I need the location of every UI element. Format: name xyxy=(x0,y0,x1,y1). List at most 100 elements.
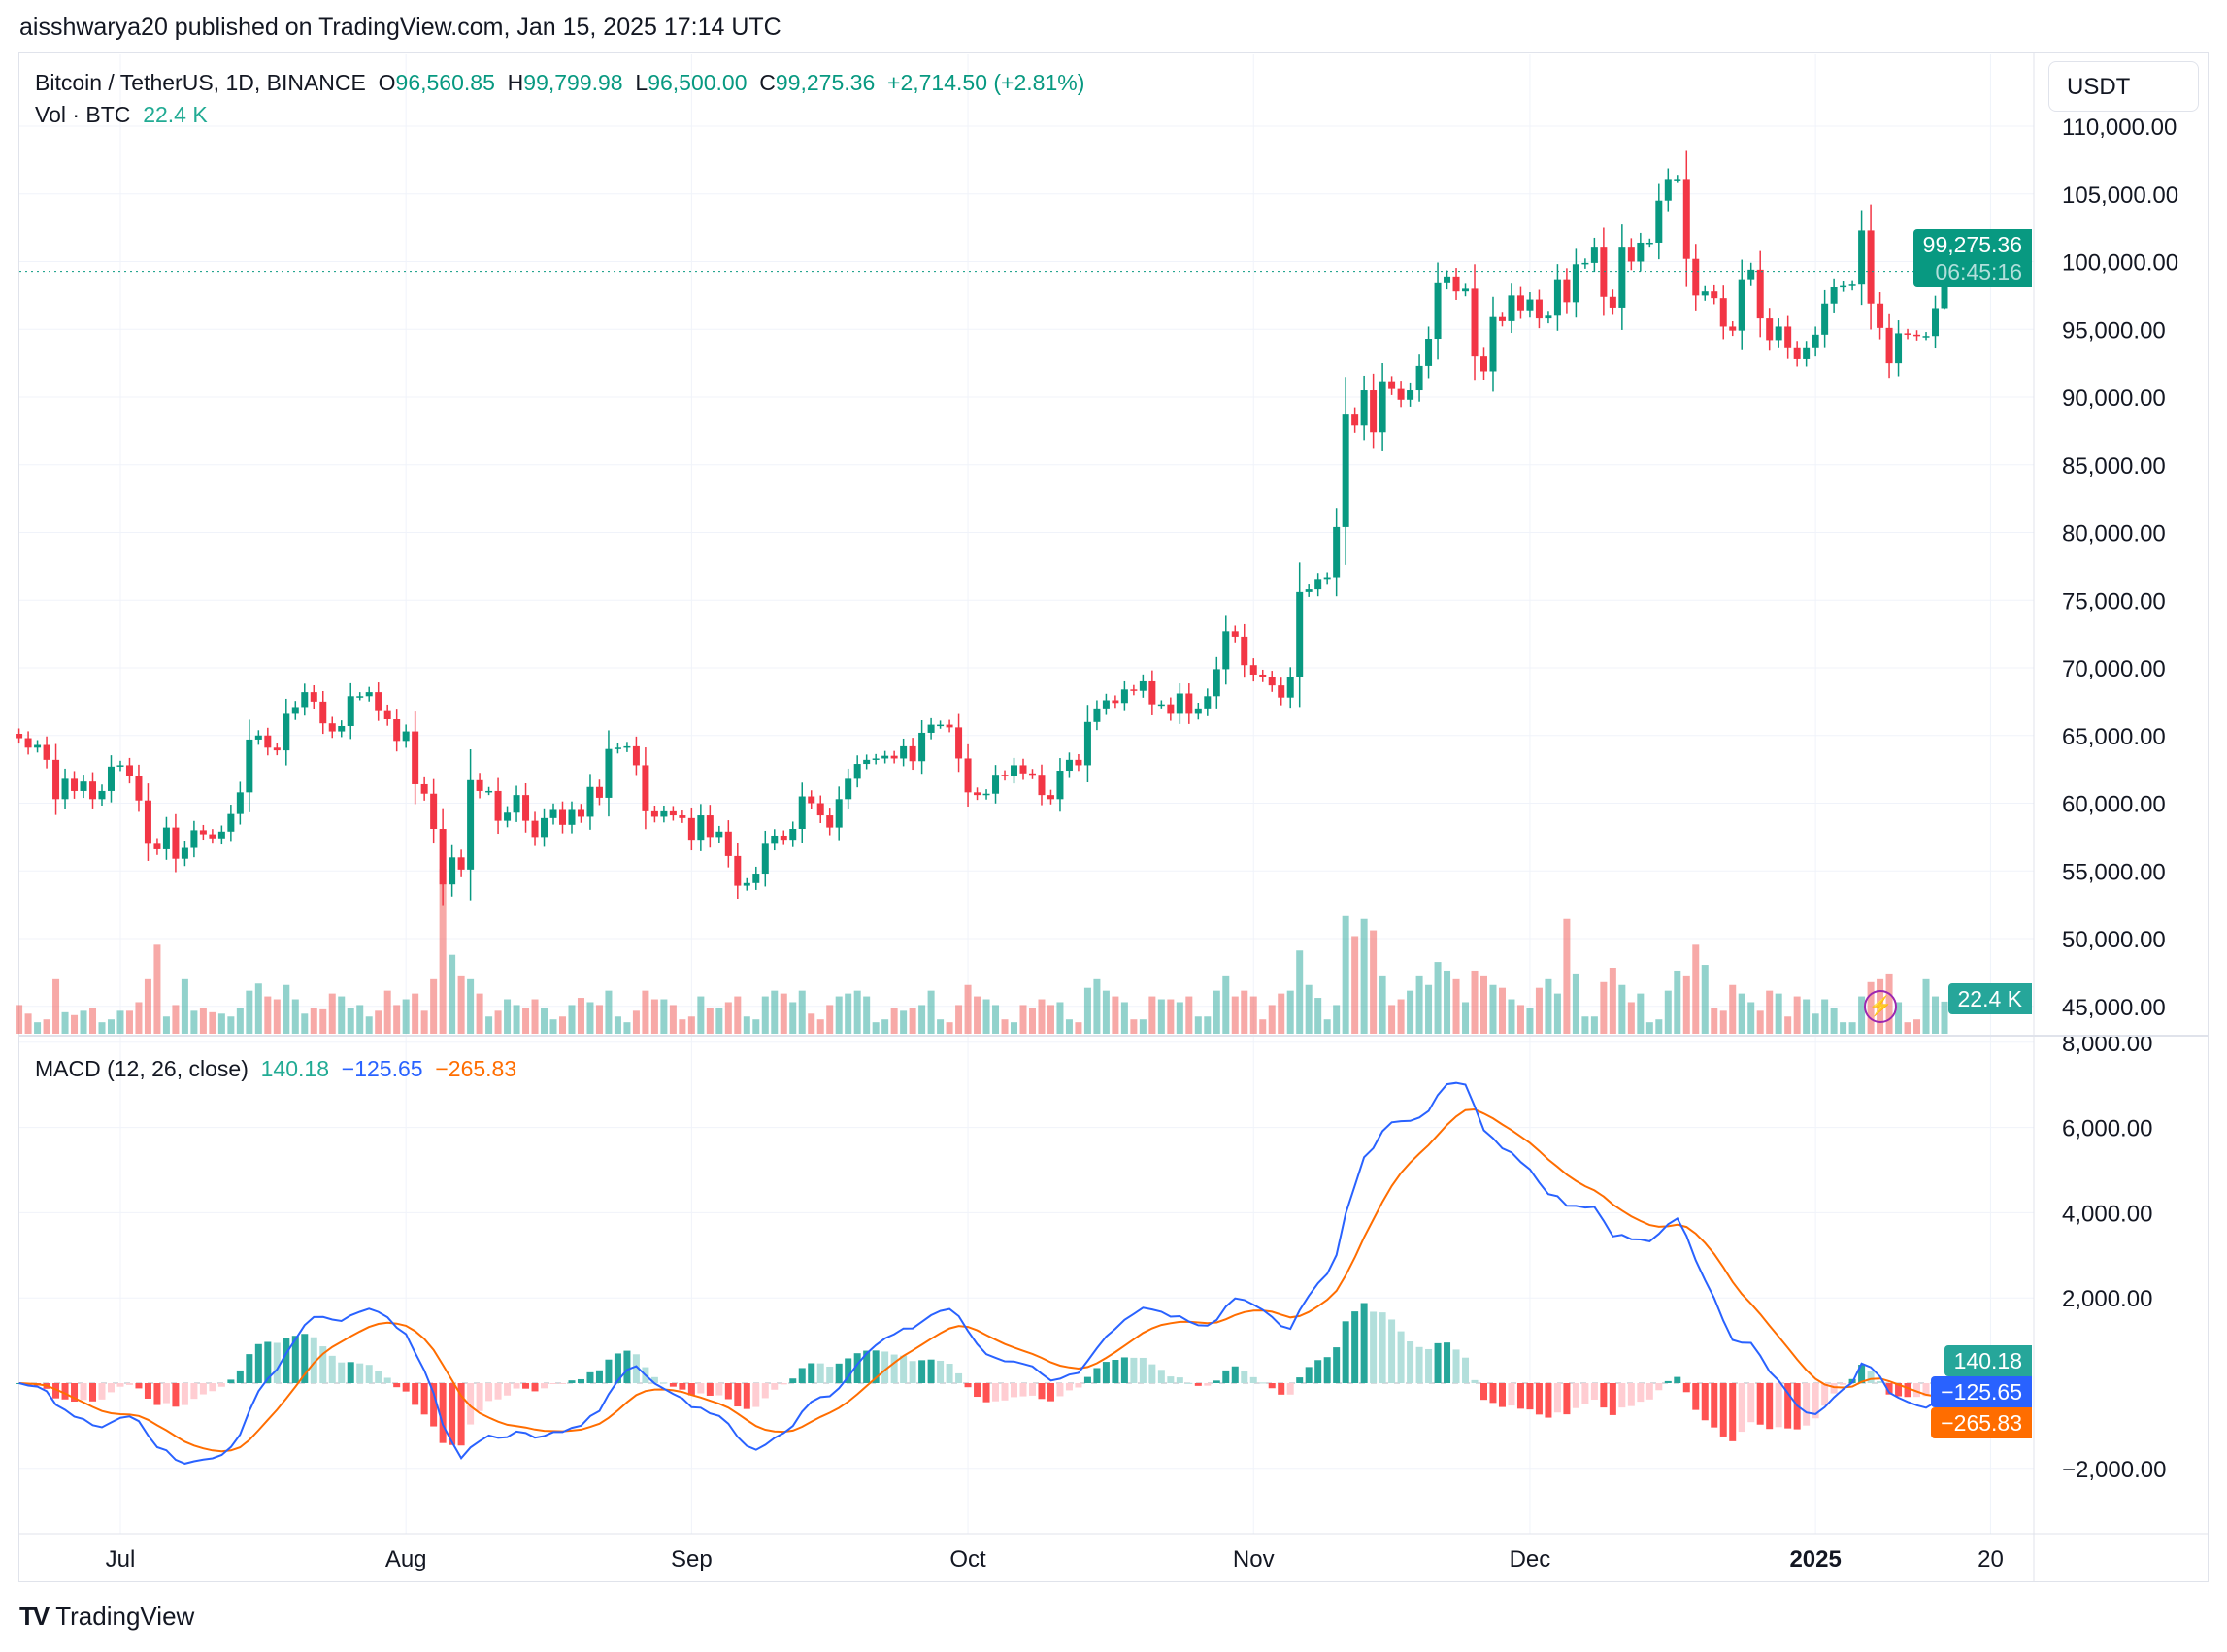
volume-bar xyxy=(752,1019,760,1034)
candle-body xyxy=(513,795,520,813)
candle-body xyxy=(1609,296,1616,308)
volume-bar xyxy=(761,996,769,1034)
candle-body xyxy=(402,731,410,742)
volume-bar xyxy=(467,978,475,1034)
volume-bar xyxy=(890,1008,898,1034)
volume-bar xyxy=(1093,978,1101,1034)
time-tick-label: Jul xyxy=(106,1546,136,1572)
macd-histogram-bar xyxy=(1314,1360,1322,1383)
volume-bar xyxy=(328,993,336,1034)
macd-histogram-bar xyxy=(153,1383,161,1405)
volume-bar xyxy=(1609,968,1616,1034)
volume-bar xyxy=(1011,1022,1018,1034)
candle-body xyxy=(1803,347,1811,359)
volume-bar xyxy=(1913,1019,1921,1034)
currency-unit-button[interactable]: USDT xyxy=(2048,61,2199,112)
open-label: O xyxy=(378,70,396,95)
candle-body xyxy=(734,855,742,886)
volume-bar xyxy=(24,1013,32,1034)
macd-histogram-bar xyxy=(605,1359,613,1383)
macd-tick-label: −2,000.00 xyxy=(2062,1457,2166,1483)
candle-body xyxy=(1323,577,1331,580)
candle-body xyxy=(1130,689,1138,691)
candle-body xyxy=(650,810,658,817)
candle-body xyxy=(319,701,327,724)
macd-histogram-bar xyxy=(61,1383,69,1400)
time-tick-label: Aug xyxy=(385,1546,427,1572)
macd-histogram-bar xyxy=(254,1343,262,1383)
price-tick-label: 75,000.00 xyxy=(2062,588,2166,614)
volume-bar xyxy=(660,999,668,1034)
lightning-icon[interactable]: ⚡ xyxy=(1864,990,1897,1023)
volume-bar xyxy=(1664,990,1672,1034)
price-tick-label: 80,000.00 xyxy=(2062,521,2166,547)
price-tick-label: 65,000.00 xyxy=(2062,724,2166,750)
footer-logo[interactable]: TV TradingView xyxy=(19,1602,194,1632)
candle-body xyxy=(743,882,750,886)
volume-bar xyxy=(246,990,253,1034)
volume-bar xyxy=(1176,1002,1183,1034)
candle-body xyxy=(1249,665,1257,675)
macd-histogram-bar xyxy=(52,1383,60,1399)
candle-body xyxy=(1028,773,1036,776)
close-value: 99,275.36 xyxy=(775,70,876,95)
macd-histogram-bar xyxy=(1590,1383,1598,1400)
time-tick-label: 2025 xyxy=(1789,1546,1841,1572)
candle-body xyxy=(217,831,225,839)
macd-histogram-bar xyxy=(1812,1383,1819,1419)
volume-bar xyxy=(595,1005,603,1034)
volume-bar xyxy=(642,990,649,1034)
macd-histogram-bar xyxy=(577,1378,584,1383)
candle-body xyxy=(34,744,42,748)
macd-histogram-bar xyxy=(1840,1383,1847,1385)
macd-histogram-bar xyxy=(1877,1380,1884,1383)
candle-body xyxy=(356,696,364,698)
macd-line-value: −125.65 xyxy=(341,1056,423,1081)
volume-bar xyxy=(1194,1016,1202,1034)
candle-body xyxy=(449,857,456,885)
macd-histogram-bar xyxy=(1609,1383,1616,1415)
macd-title[interactable]: MACD (12, 26, close) xyxy=(35,1056,249,1081)
volume-bar xyxy=(1351,936,1359,1034)
volume-bar xyxy=(1370,930,1378,1034)
candle-body xyxy=(614,747,621,749)
macd-histogram-bar xyxy=(1249,1376,1257,1383)
volume-bar xyxy=(1618,984,1626,1034)
volume-bar xyxy=(80,1010,87,1034)
macd-histogram-bar xyxy=(1241,1371,1248,1383)
volume-bar xyxy=(1489,984,1497,1034)
macd-histogram-bar xyxy=(706,1383,714,1396)
candle-body xyxy=(1444,276,1451,283)
candle-body xyxy=(504,812,512,821)
candle-body xyxy=(1038,775,1046,796)
volume-bar xyxy=(1922,978,1930,1034)
volume-bar xyxy=(946,1022,953,1034)
candle-body xyxy=(1830,287,1838,304)
macd-histogram-bar xyxy=(1388,1319,1396,1383)
candle-body xyxy=(1738,279,1745,331)
macd-histogram-bar xyxy=(679,1383,686,1390)
macd-histogram-bar xyxy=(1885,1383,1893,1395)
macd-histogram-bar xyxy=(1323,1357,1331,1383)
macd-histogram-bar xyxy=(1508,1383,1515,1406)
candle-body xyxy=(1645,242,1653,245)
volume-bar xyxy=(577,998,584,1034)
candle-body xyxy=(383,710,391,720)
volume-bar xyxy=(1572,973,1579,1034)
volume-bar xyxy=(227,1016,235,1034)
candle-body xyxy=(16,734,23,739)
macd-histogram-bar xyxy=(1545,1383,1552,1418)
symbol-name[interactable]: Bitcoin / TetherUS, 1D, BINANCE xyxy=(35,70,366,95)
candle-body xyxy=(982,793,990,796)
volume-label[interactable]: Vol · BTC xyxy=(35,102,131,127)
volume-bar xyxy=(1083,987,1091,1034)
volume-bar xyxy=(1627,1002,1635,1034)
volume-bar xyxy=(687,1016,695,1034)
macd-histogram-bar xyxy=(687,1383,695,1396)
candle-body xyxy=(890,755,898,759)
macd-histogram-bar xyxy=(724,1383,732,1400)
volume-bar xyxy=(937,1019,945,1034)
volume-bar xyxy=(1941,1001,1948,1034)
volume-bar xyxy=(504,999,512,1034)
